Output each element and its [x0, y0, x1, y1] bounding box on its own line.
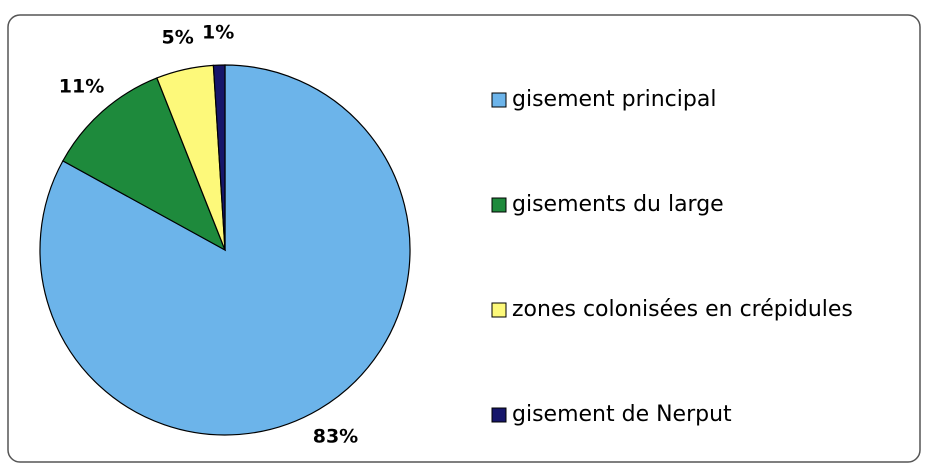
legend-swatch	[491, 302, 507, 318]
legend-label: zones colonisées en crépidules	[512, 297, 853, 322]
legend-swatch	[491, 92, 507, 108]
legend-label: gisements du large	[512, 192, 724, 217]
legend-swatch	[491, 407, 507, 423]
legend-label: gisement principal	[512, 87, 716, 112]
legend-label: gisement de Nerput	[512, 402, 732, 427]
data-label: 1%	[202, 22, 234, 44]
pie-slice	[212, 64, 226, 251]
pie-slice	[62, 77, 227, 252]
data-label: 83%	[313, 425, 358, 447]
data-label: 5%	[162, 27, 194, 49]
data-label: 11%	[59, 76, 104, 98]
legend-swatch	[491, 197, 507, 213]
